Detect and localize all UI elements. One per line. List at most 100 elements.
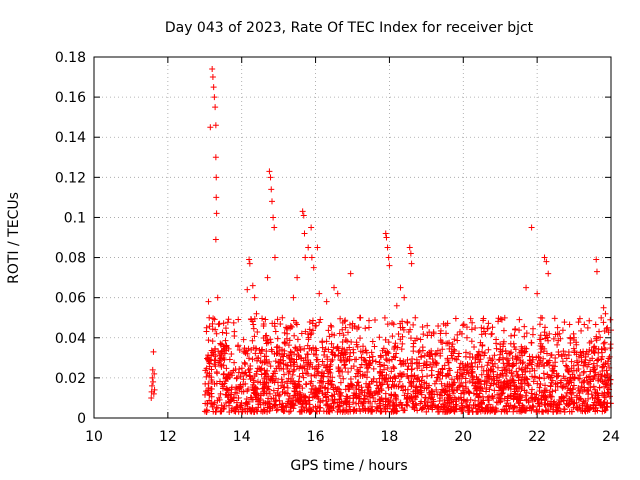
data-point xyxy=(331,332,338,339)
data-point xyxy=(383,378,390,385)
data-point xyxy=(512,391,519,398)
data-point xyxy=(594,357,601,364)
data-point xyxy=(475,348,482,355)
data-point xyxy=(290,368,297,375)
data-point xyxy=(242,348,249,355)
data-point xyxy=(579,402,586,409)
data-point xyxy=(242,380,249,387)
data-point xyxy=(353,386,360,393)
data-point xyxy=(528,395,535,402)
data-point xyxy=(271,320,278,327)
data-point xyxy=(429,355,436,362)
data-point xyxy=(300,212,307,219)
data-point xyxy=(344,338,351,345)
data-point xyxy=(462,375,469,382)
data-point xyxy=(209,403,216,410)
data-point xyxy=(448,376,455,383)
data-point xyxy=(211,381,218,388)
data-point xyxy=(423,358,430,365)
data-point xyxy=(593,256,600,263)
data-point xyxy=(443,340,450,347)
data-point xyxy=(287,363,294,370)
data-point xyxy=(214,294,221,301)
data-point xyxy=(607,316,614,323)
data-point xyxy=(211,94,218,101)
data-point xyxy=(329,356,336,363)
data-point xyxy=(360,407,367,414)
data-point xyxy=(443,330,450,337)
data-point xyxy=(541,254,548,261)
data-point xyxy=(565,368,572,375)
data-point xyxy=(580,378,587,385)
data-point xyxy=(228,350,235,357)
data-point xyxy=(487,367,494,374)
data-point xyxy=(247,363,254,370)
data-point xyxy=(383,234,390,241)
data-point xyxy=(588,348,595,355)
data-point xyxy=(264,336,271,343)
data-point xyxy=(217,361,224,368)
data-point xyxy=(216,378,223,385)
data-point xyxy=(241,370,248,377)
data-point xyxy=(251,294,258,301)
data-point xyxy=(345,368,352,375)
data-point xyxy=(252,345,259,352)
data-point xyxy=(560,348,567,355)
data-point xyxy=(598,373,605,380)
data-point xyxy=(536,321,543,328)
data-point xyxy=(283,389,290,396)
data-point xyxy=(339,338,346,345)
data-point xyxy=(477,398,484,405)
data-point xyxy=(405,363,412,370)
data-point xyxy=(404,319,411,326)
data-point xyxy=(551,398,558,405)
data-point xyxy=(239,408,246,415)
data-point xyxy=(296,395,303,402)
data-point xyxy=(310,264,317,271)
data-point xyxy=(536,375,543,382)
data-point xyxy=(570,382,577,389)
data-point xyxy=(577,349,584,356)
data-point xyxy=(529,386,536,393)
data-point xyxy=(477,408,484,415)
data-point xyxy=(520,403,527,410)
data-point xyxy=(258,371,265,378)
data-point xyxy=(350,346,357,353)
data-point xyxy=(540,355,547,362)
data-point xyxy=(597,371,604,378)
data-point xyxy=(545,359,552,366)
data-point xyxy=(302,254,309,261)
data-point xyxy=(494,371,501,378)
data-point xyxy=(365,406,372,413)
data-point xyxy=(596,328,603,335)
data-point xyxy=(507,350,514,357)
data-point xyxy=(262,316,269,323)
data-point xyxy=(263,337,270,344)
data-point xyxy=(436,397,443,404)
data-point xyxy=(598,356,605,363)
data-point xyxy=(433,378,440,385)
data-point xyxy=(491,387,498,394)
data-point xyxy=(605,360,612,367)
data-point xyxy=(559,327,566,334)
data-point xyxy=(223,386,230,393)
data-point xyxy=(355,324,362,331)
data-point xyxy=(604,324,611,331)
data-point xyxy=(583,403,590,410)
data-point xyxy=(441,397,448,404)
data-point xyxy=(340,407,347,414)
data-point xyxy=(223,365,230,372)
data-point xyxy=(577,386,584,393)
data-point xyxy=(224,319,231,326)
data-point xyxy=(446,345,453,352)
data-point xyxy=(586,339,593,346)
data-point xyxy=(530,325,537,332)
data-point xyxy=(403,395,410,402)
data-point xyxy=(591,366,598,373)
data-point xyxy=(209,326,216,333)
data-point xyxy=(522,364,529,371)
data-point xyxy=(433,386,440,393)
data-point xyxy=(382,336,389,343)
data-point xyxy=(453,398,460,405)
data-point xyxy=(593,268,600,275)
